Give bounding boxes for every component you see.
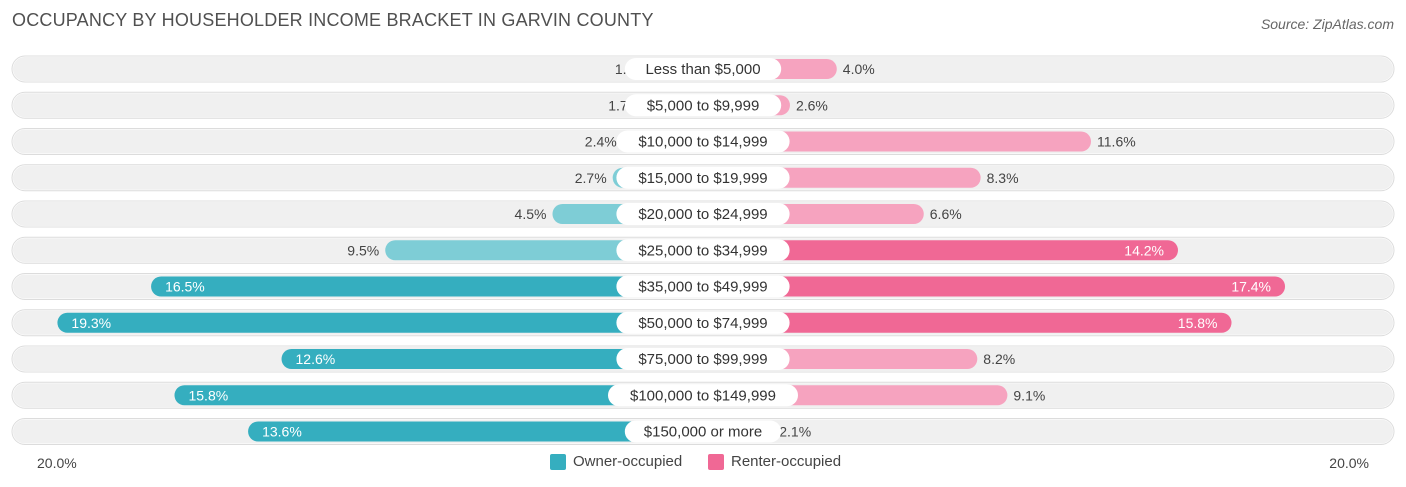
category-label-bg — [616, 348, 790, 370]
renter-value-label: 6.6% — [930, 206, 962, 222]
category-label: $20,000 to $24,999 — [638, 206, 767, 223]
owner-bar — [281, 349, 713, 369]
renter-value-label: 8.2% — [983, 351, 1015, 367]
category-label-bg — [616, 166, 790, 189]
renter-value-label: 2.6% — [796, 97, 828, 113]
renter-bar — [693, 276, 1286, 297]
renter-bar — [693, 240, 1178, 261]
renter-value-label: 9.1% — [1013, 387, 1045, 403]
owner-value-label: 12.6% — [296, 351, 336, 367]
legend-renter-label: Renter-occupied — [731, 453, 842, 470]
owner-value-label: 2.7% — [575, 170, 607, 186]
chart-title: OCCUPANCY BY HOUSEHOLDER INCOME BRACKET … — [12, 10, 654, 30]
renter-value-label: 11.6% — [1097, 134, 1136, 150]
category-label: $75,000 to $99,999 — [638, 351, 767, 368]
category-label: $5,000 to $9,999 — [647, 97, 760, 114]
legend-renter-swatch — [708, 453, 724, 470]
category-label-bg — [616, 275, 790, 298]
category-label-bg — [608, 384, 798, 407]
owner-value-label: 16.5% — [165, 279, 205, 295]
legend-owner: Owner-occupied — [550, 453, 682, 470]
category-label: $15,000 to $19,999 — [638, 170, 767, 187]
axis-right-label: 20.0% — [1329, 455, 1369, 471]
category-label-bg — [616, 239, 790, 262]
axis-left-label: 20.0% — [37, 455, 77, 471]
owner-value-label: 15.8% — [188, 387, 228, 403]
owner-bar — [248, 421, 713, 442]
owner-value-label: 2.4% — [585, 134, 617, 150]
owner-value-label: 4.5% — [515, 206, 547, 222]
renter-value-label: 15.8% — [1178, 315, 1218, 331]
renter-value-label: 4.0% — [843, 61, 875, 77]
category-label: $50,000 to $74,999 — [638, 315, 767, 332]
renter-bar — [693, 131, 1092, 152]
category-label: Less than $5,000 — [645, 61, 760, 78]
owner-value-label: 19.3% — [71, 315, 111, 331]
category-label-bg — [616, 311, 790, 334]
category-label: $150,000 or more — [644, 424, 762, 441]
category-label-bg — [616, 203, 790, 225]
legend-owner-swatch — [550, 453, 566, 470]
owner-bar — [57, 312, 714, 333]
category-label-bg — [624, 58, 782, 80]
owner-bar — [151, 276, 713, 297]
owner-value-label: 13.6% — [262, 424, 302, 440]
renter-value-label: 8.3% — [987, 170, 1019, 186]
owner-value-label: 9.5% — [347, 242, 379, 258]
category-label: $35,000 to $49,999 — [638, 279, 767, 296]
legend-owner-label: Owner-occupied — [573, 453, 683, 470]
category-label: $25,000 to $34,999 — [638, 242, 767, 259]
category-label-bg — [624, 420, 782, 443]
category-label-bg — [624, 94, 782, 117]
owner-bar — [174, 385, 714, 406]
renter-bar — [693, 312, 1232, 333]
renter-value-label: 2.1% — [779, 424, 811, 440]
renter-value-label: 17.4% — [1231, 279, 1271, 295]
legend-renter: Renter-occupied — [708, 453, 841, 470]
renter-value-label: 14.2% — [1124, 242, 1164, 258]
category-label: $100,000 to $149,999 — [630, 387, 776, 404]
category-label-bg — [616, 130, 790, 153]
chart-source: Source: ZipAtlas.com — [1260, 16, 1394, 32]
category-label: $10,000 to $14,999 — [638, 134, 767, 151]
